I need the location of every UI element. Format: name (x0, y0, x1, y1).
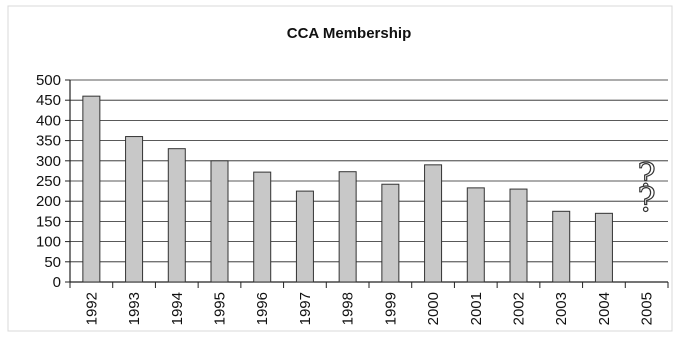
bar-1992 (82, 95, 101, 283)
y-tick-label: 50 (44, 254, 61, 271)
y-tick-label: 250 (36, 173, 61, 190)
y-tick-label: 350 (36, 133, 61, 150)
y-tick-labels: 0 50 100 150 200 250 300 350 400 450 500 (36, 72, 61, 291)
x-tick-label: 1999 (382, 292, 399, 325)
bar-1994 (167, 148, 186, 283)
bar-1996 (253, 171, 272, 283)
x-tick-label: 1997 (297, 292, 314, 325)
question-mark-annotation: ? (638, 180, 656, 220)
annotations: ?? (637, 155, 656, 220)
bar-1993 (125, 136, 144, 283)
x-tick-label: 2004 (596, 292, 613, 325)
bar-1998 (338, 171, 357, 283)
chart-title: CCA Membership (287, 25, 411, 42)
bar-1999 (381, 183, 400, 283)
bar-2000 (424, 164, 443, 283)
x-tick-labels: 1992 1993 1994 1995 1996 1997 1998 1999 2000 2001… (83, 292, 655, 325)
bar-2001 (466, 187, 485, 283)
x-tick-label: 1992 (83, 292, 100, 325)
y-tick-label: 300 (36, 153, 61, 170)
bars (82, 95, 613, 283)
y-tick-label: 500 (36, 72, 61, 89)
question-mark-annotation: ? (638, 156, 656, 196)
y-tick-label: 450 (36, 92, 61, 109)
y-tick-label: 400 (36, 112, 61, 129)
bar-2003 (552, 210, 571, 283)
x-tick-label: 1993 (126, 292, 143, 325)
bar-2002 (509, 188, 528, 283)
bar-2004 (594, 212, 613, 283)
x-tick-label: 2002 (511, 292, 528, 325)
x-tick-label: 1998 (340, 292, 357, 325)
x-tick-label: 2005 (639, 292, 656, 325)
y-tick-label: 150 (36, 213, 61, 230)
x-tick-label: 1996 (254, 292, 271, 325)
y-tick-label: 200 (36, 193, 61, 210)
bar-1995 (210, 160, 229, 283)
x-tick-label: 2000 (425, 292, 442, 325)
bar-1997 (295, 190, 314, 283)
y-tick-label: 100 (36, 234, 61, 251)
x-tick-label: 1994 (169, 292, 186, 325)
x-tick-label: 2003 (553, 292, 570, 325)
y-tick-label: 0 (53, 274, 61, 291)
x-tick-label: 1995 (212, 292, 229, 325)
x-tick-label: 2001 (468, 292, 485, 325)
